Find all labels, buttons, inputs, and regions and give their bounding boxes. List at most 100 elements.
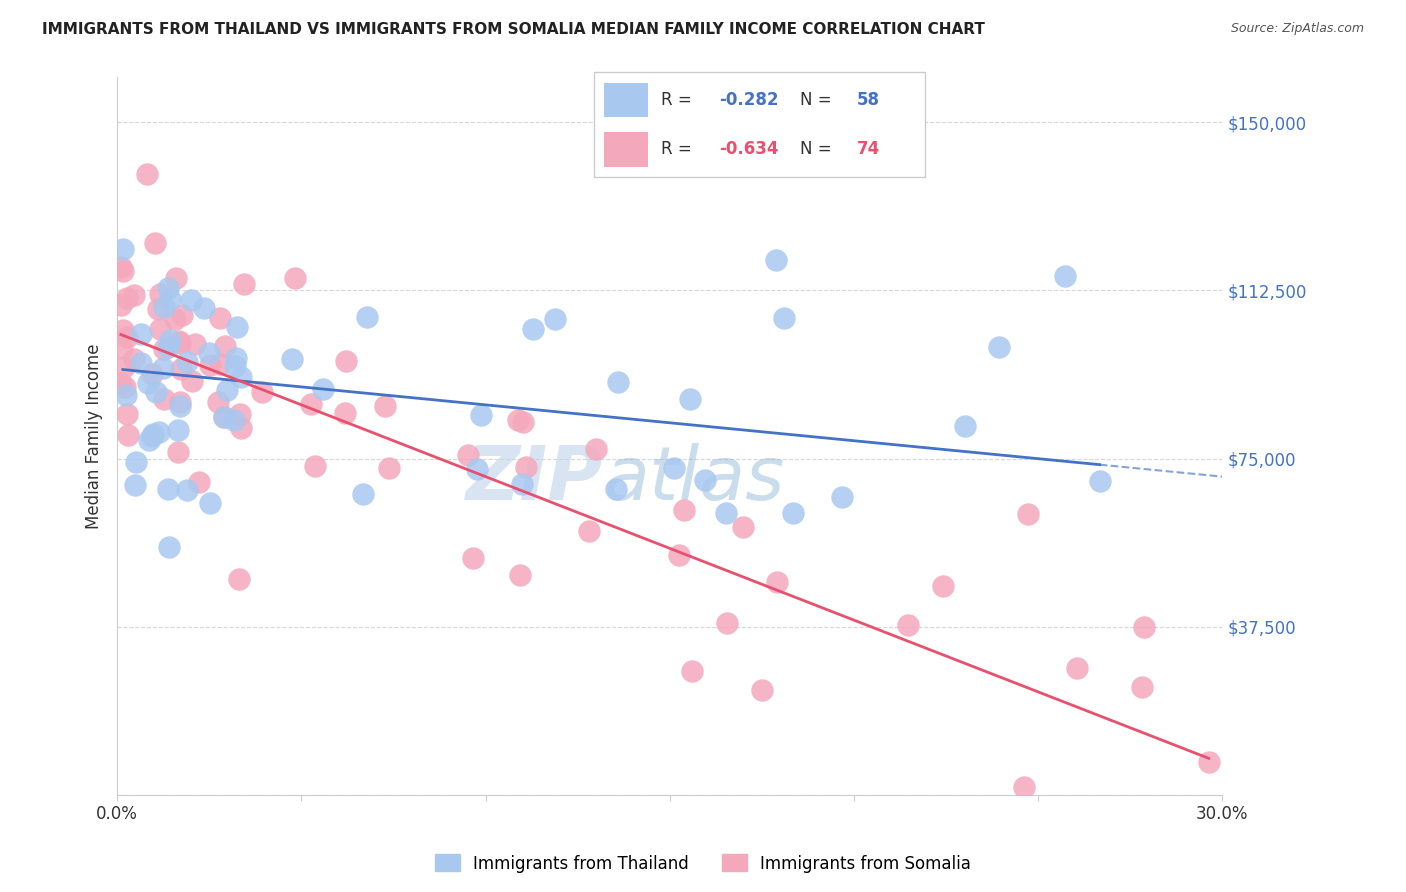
Point [782, 507, 804, 521]
Text: N =: N = [800, 141, 837, 159]
Point [831, 490, 853, 504]
Point [229, 407, 252, 421]
Point [152, 361, 174, 376]
Point [112, 323, 135, 337]
Point [731, 519, 754, 533]
Point [352, 487, 374, 501]
Point [111, 242, 134, 256]
Point [953, 419, 976, 434]
Text: Source: ZipAtlas.com: Source: ZipAtlas.com [1230, 22, 1364, 36]
Point [509, 567, 531, 582]
Point [512, 416, 534, 430]
Point [136, 376, 159, 390]
Point [932, 579, 955, 593]
Point [157, 540, 180, 554]
Point [145, 384, 167, 399]
Point [585, 442, 607, 457]
Point [136, 167, 159, 181]
Point [110, 260, 132, 274]
Point [1133, 620, 1156, 634]
Point [129, 356, 152, 370]
Point [457, 448, 479, 462]
Point [146, 301, 169, 316]
Point [693, 473, 716, 487]
Point [165, 270, 187, 285]
Point [148, 425, 170, 439]
Point [169, 400, 191, 414]
Point [1088, 474, 1111, 488]
Point [461, 550, 484, 565]
FancyBboxPatch shape [593, 72, 925, 178]
Point [225, 351, 247, 365]
Point [114, 380, 136, 394]
Point [605, 482, 627, 496]
Point [374, 399, 396, 413]
Point [662, 461, 685, 475]
Point [153, 300, 176, 314]
Point [681, 665, 703, 679]
Point [231, 420, 253, 434]
Point [159, 333, 181, 347]
Point [198, 496, 221, 510]
Text: R =: R = [661, 141, 697, 159]
Point [163, 312, 186, 326]
Point [250, 384, 273, 399]
Point [117, 428, 139, 442]
Point [122, 351, 145, 366]
Point [167, 334, 190, 348]
Point [224, 359, 246, 373]
Point [510, 477, 533, 491]
Point [773, 311, 796, 326]
Point [1198, 756, 1220, 770]
Point [716, 616, 738, 631]
Point [142, 426, 165, 441]
Y-axis label: Median Family Income: Median Family Income [86, 343, 103, 529]
Point [124, 477, 146, 491]
Point [115, 407, 138, 421]
Point [465, 462, 488, 476]
Point [117, 291, 139, 305]
Point [668, 548, 690, 562]
Point [149, 287, 172, 301]
Text: -0.634: -0.634 [718, 141, 779, 159]
Point [187, 475, 209, 489]
Point [176, 355, 198, 369]
Point [280, 351, 302, 366]
Point [200, 358, 222, 372]
FancyBboxPatch shape [605, 132, 648, 167]
Point [224, 413, 246, 427]
Point [152, 392, 174, 407]
Point [141, 367, 163, 381]
Point [299, 397, 322, 411]
Point [515, 460, 537, 475]
Text: -0.282: -0.282 [718, 91, 779, 109]
Point [180, 293, 202, 308]
Text: IMMIGRANTS FROM THAILAND VS IMMIGRANTS FROM SOMALIA MEDIAN FAMILY INCOME CORRELA: IMMIGRANTS FROM THAILAND VS IMMIGRANTS F… [42, 22, 986, 37]
Point [470, 408, 492, 422]
Point [193, 301, 215, 315]
Legend: Immigrants from Thailand, Immigrants from Somalia: Immigrants from Thailand, Immigrants fro… [427, 847, 979, 880]
Point [159, 292, 181, 306]
Point [606, 376, 628, 390]
Point [212, 409, 235, 424]
Point [138, 433, 160, 447]
Point [122, 288, 145, 302]
Point [153, 343, 176, 357]
Point [176, 483, 198, 498]
Point [169, 336, 191, 351]
Point [198, 346, 221, 360]
Point [208, 357, 231, 371]
Point [110, 297, 132, 311]
Point [228, 573, 250, 587]
Point [149, 321, 172, 335]
Text: atlas: atlas [603, 443, 785, 516]
Point [378, 460, 401, 475]
Point [166, 423, 188, 437]
Point [544, 312, 567, 326]
Point [335, 354, 357, 368]
Point [679, 392, 702, 406]
Text: R =: R = [661, 91, 697, 109]
Text: 58: 58 [858, 91, 880, 109]
Point [766, 575, 789, 590]
Point [1132, 680, 1154, 694]
